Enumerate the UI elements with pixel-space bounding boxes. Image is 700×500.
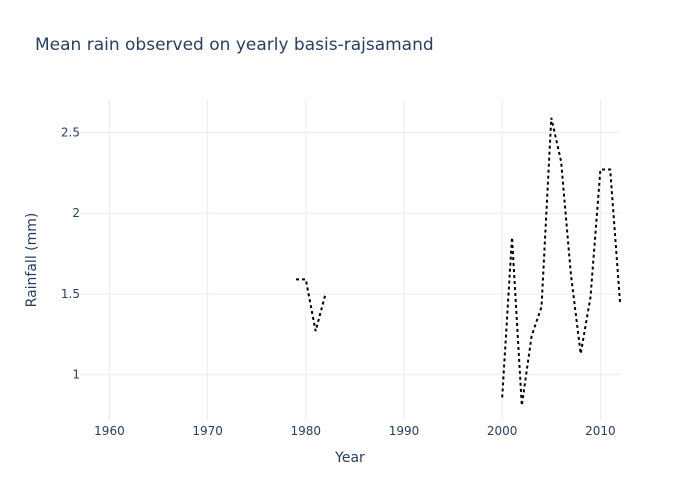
x-gridlines bbox=[108, 100, 601, 420]
chart-title: Mean rain observed on yearly basis-rajsa… bbox=[35, 35, 434, 55]
y-tick-label: 1.5 bbox=[61, 287, 80, 301]
y-gridlines bbox=[80, 131, 620, 376]
y-tick-label: 1 bbox=[72, 368, 80, 382]
y-axis-title: Rainfall (mm) bbox=[24, 213, 40, 308]
rainfall-line-segment bbox=[501, 117, 621, 406]
x-tick-labels: 1960 1970 1980 1990 2000 2010 bbox=[94, 424, 615, 438]
rainfall-line-segment bbox=[296, 278, 327, 332]
x-tick-label: 1990 bbox=[389, 424, 420, 438]
series-lines bbox=[296, 117, 621, 406]
x-tick-label: 1960 bbox=[94, 424, 125, 438]
y-tick-label: 2 bbox=[72, 206, 80, 220]
x-tick-label: 1980 bbox=[291, 424, 322, 438]
x-axis-title: Year bbox=[334, 450, 365, 466]
x-tick-label: 1970 bbox=[192, 424, 223, 438]
x-tick-label: 2000 bbox=[487, 424, 518, 438]
x-tick-label: 2010 bbox=[585, 424, 616, 438]
y-tick-labels: 1 1.5 2 2.5 bbox=[61, 125, 80, 381]
y-tick-label: 2.5 bbox=[61, 125, 80, 139]
